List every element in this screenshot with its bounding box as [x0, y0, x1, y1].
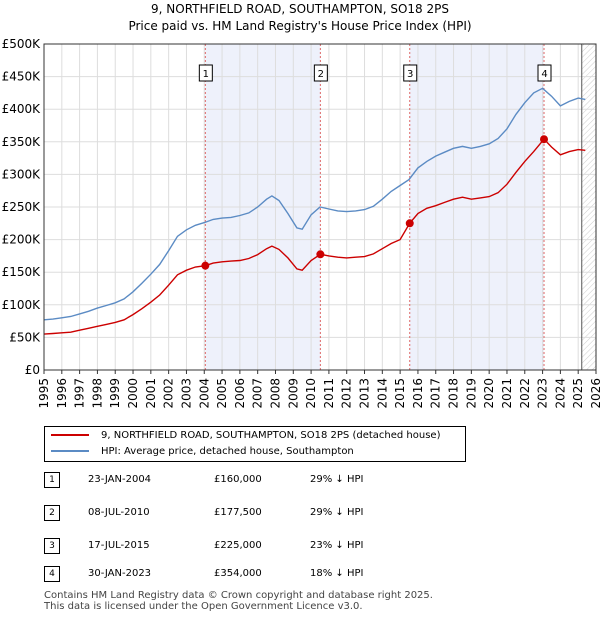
x-tick-label: 2011 — [322, 378, 336, 409]
sale-label-box — [198, 64, 213, 82]
x-tick-label: 2019 — [464, 378, 478, 409]
x-tick-label: 2004 — [197, 378, 211, 409]
legend-label-hpi: HPI: Average price, detached house, Sout… — [101, 446, 354, 457]
x-tick-label: 2026 — [589, 378, 600, 409]
sale-label-box — [313, 64, 328, 82]
sale-number: 3 — [44, 538, 60, 554]
y-tick-label: £50K — [9, 330, 41, 344]
x-tick-label: 2014 — [375, 378, 389, 409]
legend-swatch-hpi — [51, 450, 89, 452]
x-tick-label: 2006 — [233, 378, 247, 409]
y-tick-label: £150K — [2, 265, 42, 279]
x-tick-label: 2017 — [429, 378, 443, 409]
x-tick-label: 2022 — [518, 378, 532, 409]
sale-row: 1 23-JAN-2004 £160,000 29% ↓ HPI — [40, 472, 440, 488]
property-price-line — [43, 138, 586, 335]
sale-price: £354,000 — [214, 568, 262, 579]
y-tick-label: £100K — [2, 298, 42, 312]
x-tick-label: 2010 — [304, 378, 318, 409]
x-tick-label: 2023 — [536, 378, 550, 409]
x-tick-label: 1998 — [90, 378, 104, 409]
sale-number: 2 — [44, 505, 60, 521]
sale-hpi-diff: 29% ↓ HPI — [310, 507, 364, 518]
x-tick-label: 1996 — [55, 378, 69, 409]
y-tick-label: £200K — [2, 233, 42, 247]
x-tick-label: 2003 — [179, 378, 193, 409]
x-tick-label: 2025 — [571, 378, 585, 409]
legend-swatch-property — [51, 434, 89, 436]
sale-label: 2 — [318, 69, 324, 80]
x-tick-label: 2024 — [553, 378, 567, 409]
x-tick-label: 2002 — [162, 378, 176, 409]
sale-marker — [316, 250, 325, 259]
sale-number: 1 — [44, 472, 60, 488]
x-tick-label: 2015 — [393, 378, 407, 409]
sale-row: 2 08-JUL-2010 £177,500 29% ↓ HPI — [40, 505, 440, 521]
legend-label-property: 9, NORTHFIELD ROAD, SOUTHAMPTON, SO18 2P… — [101, 430, 441, 441]
sale-number: 4 — [44, 566, 60, 582]
x-tick-label: 1999 — [108, 378, 122, 409]
x-tick-label: 1997 — [73, 378, 87, 409]
x-tick-label: 2020 — [482, 378, 496, 409]
sale-hpi-diff: 23% ↓ HPI — [310, 540, 364, 551]
price-chart: 9, NORTHFIELD ROAD, SOUTHAMPTON, SO18 2P… — [2, 2, 600, 409]
sale-row: 3 17-JUL-2015 £225,000 23% ↓ HPI — [40, 538, 440, 554]
y-tick-label: £350K — [2, 135, 42, 149]
sale-date: 30-JAN-2023 — [88, 568, 152, 579]
sale-date: 08-JUL-2010 — [88, 507, 150, 518]
footer-licence: This data is licensed under the Open Gov… — [44, 601, 363, 612]
sale-label-box — [403, 64, 418, 82]
x-tick-label: 2000 — [126, 378, 140, 409]
x-tick-label: 2016 — [411, 378, 425, 409]
y-tick-label: £300K — [2, 167, 42, 181]
hpi-line — [43, 87, 586, 321]
sale-hpi-diff: 29% ↓ HPI — [310, 474, 364, 485]
sale-hpi-diff: 18% ↓ HPI — [310, 568, 364, 579]
x-tick-label: 2001 — [144, 378, 158, 409]
x-tick-label: 2005 — [215, 378, 229, 409]
sale-marker — [540, 135, 549, 144]
x-tick-label: 2013 — [358, 378, 372, 409]
sale-date: 23-JAN-2004 — [88, 474, 152, 485]
x-tick-label: 2018 — [447, 378, 461, 409]
sale-price: £160,000 — [214, 474, 262, 485]
x-tick-label: 2008 — [268, 378, 282, 409]
sale-label: 3 — [407, 69, 413, 80]
sale-row: 4 30-JAN-2023 £354,000 18% ↓ HPI — [40, 566, 440, 582]
plot-frame — [43, 43, 597, 371]
sale-label: 4 — [541, 69, 547, 80]
chart-subtitle: Price paid vs. HM Land Registry's House … — [128, 19, 471, 33]
y-tick-label: £0 — [25, 363, 40, 377]
sale-price: £225,000 — [214, 540, 262, 551]
sale-marker — [201, 261, 210, 270]
x-tick-label: 2009 — [286, 378, 300, 409]
y-tick-label: £400K — [2, 102, 42, 116]
y-tick-label: £500K — [2, 37, 42, 51]
sale-label: 1 — [203, 69, 209, 80]
sale-label-box — [537, 64, 552, 82]
y-tick-label: £250K — [2, 200, 42, 214]
x-tick-label: 2007 — [251, 378, 265, 409]
x-tick-label: 1995 — [37, 378, 51, 409]
y-tick-label: £450K — [2, 70, 42, 84]
legend-item-hpi: HPI: Average price, detached house, Sout… — [51, 445, 354, 459]
x-tick-label: 2021 — [500, 378, 514, 409]
sale-price: £177,500 — [214, 507, 262, 518]
x-tick-label: 2012 — [340, 378, 354, 409]
footer-copyright: Contains HM Land Registry data © Crown c… — [44, 590, 433, 601]
legend: 9, NORTHFIELD ROAD, SOUTHAMPTON, SO18 2P… — [44, 426, 466, 462]
sale-date: 17-JUL-2015 — [88, 540, 150, 551]
legend-item-property: 9, NORTHFIELD ROAD, SOUTHAMPTON, SO18 2P… — [51, 429, 440, 443]
footer: Contains HM Land Registry data © Crown c… — [44, 590, 433, 612]
chart-title: 9, NORTHFIELD ROAD, SOUTHAMPTON, SO18 2P… — [151, 2, 449, 16]
sale-marker — [405, 219, 414, 228]
